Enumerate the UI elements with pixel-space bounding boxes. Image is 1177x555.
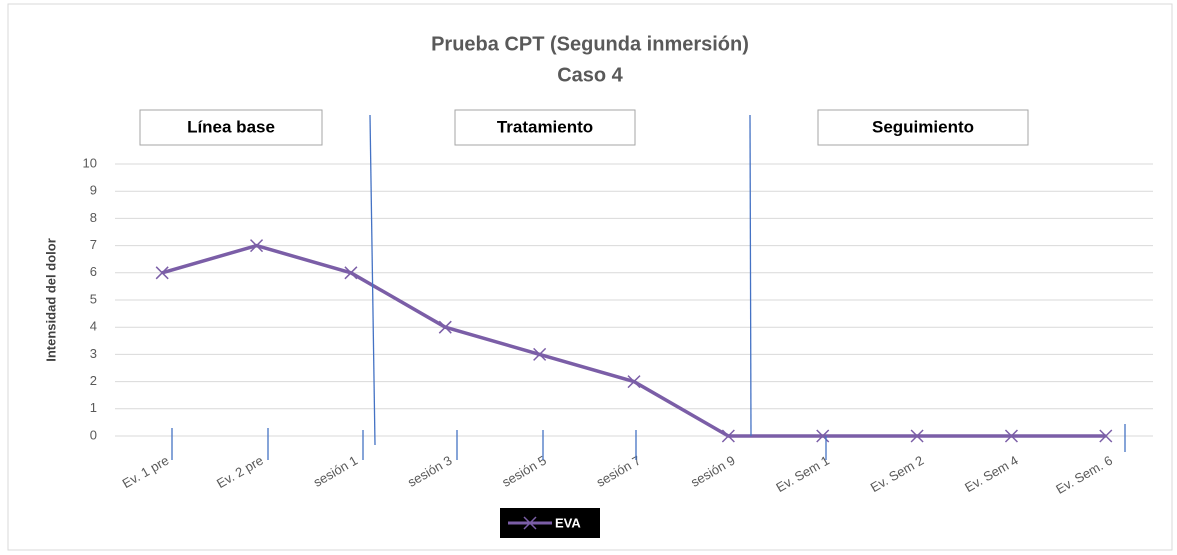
marker bbox=[533, 347, 547, 361]
chart-subtitle: Caso 4 bbox=[557, 64, 623, 86]
tick-decorations bbox=[171, 424, 1126, 460]
y-tick-label: 3 bbox=[90, 346, 97, 361]
y-tick-label: 0 bbox=[90, 427, 97, 442]
y-tick-label: 1 bbox=[90, 400, 97, 415]
marker bbox=[344, 266, 358, 280]
marker bbox=[1099, 429, 1113, 443]
chart-border bbox=[7, 3, 1173, 551]
marker bbox=[1004, 429, 1018, 443]
y-tick-label: 2 bbox=[90, 373, 97, 388]
marker bbox=[910, 429, 924, 443]
y-axis-title: Intensidad del dolor bbox=[43, 238, 58, 362]
phase-box bbox=[139, 109, 323, 146]
y-tick-label: 4 bbox=[90, 319, 97, 334]
phase-label: Seguimiento bbox=[872, 117, 974, 136]
phase-box bbox=[817, 109, 1029, 146]
phase-label: Tratamiento bbox=[497, 117, 593, 136]
y-tick-label: 8 bbox=[90, 210, 97, 225]
y-tick-label: 10 bbox=[83, 155, 97, 170]
legend-items: EVA bbox=[508, 515, 581, 530]
phase-label: Línea base bbox=[187, 117, 275, 136]
legend-marker bbox=[523, 516, 537, 530]
y-tick-label: 5 bbox=[90, 291, 97, 306]
marker bbox=[816, 429, 830, 443]
marker bbox=[438, 320, 452, 334]
legend-label: EVA bbox=[555, 515, 581, 530]
marker bbox=[721, 429, 735, 443]
y-tick-label: 7 bbox=[90, 237, 97, 252]
phase-divider bbox=[369, 114, 376, 446]
phase-divider bbox=[749, 114, 752, 437]
y-tick-label: 9 bbox=[90, 183, 97, 198]
y-tick-label: 6 bbox=[90, 264, 97, 279]
marker bbox=[627, 375, 641, 389]
chart-title: Prueba CPT (Segunda inmersión) bbox=[431, 33, 749, 55]
marker bbox=[250, 239, 264, 253]
phase-box bbox=[454, 109, 636, 146]
marker bbox=[155, 266, 169, 280]
